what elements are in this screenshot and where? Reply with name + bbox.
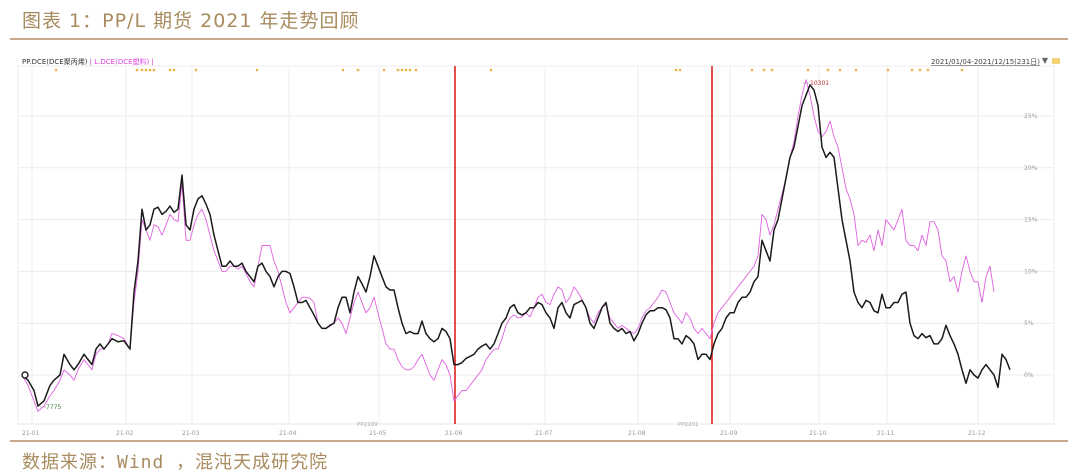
event-marker-dot: [400, 68, 404, 72]
event-marker-dot: [396, 68, 400, 72]
event-marker-dot: [806, 68, 810, 72]
figure-title: 图表 1：PP/L 期货 2021 年走势回顾: [22, 10, 360, 32]
y-tick-label: 5%: [1024, 320, 1034, 327]
contract-label-pp2201: PP2201: [678, 422, 699, 428]
x-tick-label: 21-05: [369, 430, 387, 437]
legend-item-pp[interactable]: PP.DCE(DCE聚丙烯): [22, 58, 88, 66]
event-marker-dot: [140, 68, 144, 72]
chart-legend: PP.DCE(DCE聚丙烯) | L.DCE(DCE塑料) |: [22, 57, 154, 67]
event-marker-dot: [356, 68, 360, 72]
event-marker-dot: [762, 68, 766, 72]
l-series-line: [21, 79, 995, 412]
settings-badge-icon[interactable]: [1052, 58, 1060, 64]
event-marker-dot: [838, 68, 842, 72]
chevron-down-icon[interactable]: ▼: [1041, 56, 1048, 65]
data-source: 数据来源：Wind ，混沌天成研究院: [22, 452, 329, 473]
contract-label-pp2109: PP2109: [357, 422, 378, 428]
event-marker-dot: [148, 68, 152, 72]
event-marker-dot: [770, 68, 774, 72]
event-marker-dot: [926, 68, 930, 72]
event-marker-dot: [168, 68, 172, 72]
x-tick-label: 21-04: [279, 430, 297, 437]
event-marker-dot: [172, 68, 176, 72]
plot-frame: [17, 65, 1055, 425]
min-value-label: 7775: [46, 404, 61, 411]
event-marker-dot: [918, 68, 922, 72]
x-tick-label: 21-12: [968, 430, 986, 437]
x-tick-label: 21-02: [116, 430, 134, 437]
series-start-marker: [21, 371, 29, 379]
pp-series-line: [21, 84, 1011, 407]
x-tick-label: 21-11: [877, 430, 895, 437]
x-tick-label: 21-01: [22, 430, 40, 437]
x-tick-label: 21-09: [720, 430, 738, 437]
y-tick-label: 25%: [1024, 113, 1038, 120]
y-tick-label: 0%: [1024, 372, 1034, 379]
x-tick-label: 21-03: [182, 430, 200, 437]
y-tick-label: 10%: [1024, 268, 1038, 275]
event-marker-dot: [194, 68, 198, 72]
y-tick-label: 20%: [1024, 165, 1038, 172]
y-tick-label: 15%: [1024, 217, 1038, 224]
legend-item-l[interactable]: L.DCE(DCE塑料): [94, 58, 150, 66]
date-range-selector[interactable]: 2021/01/04-2021/12/15(231日): [930, 58, 1040, 66]
event-marker-dot: [414, 68, 418, 72]
legend-end: |: [149, 58, 154, 66]
event-marker-dot: [404, 68, 408, 72]
legend-separator: |: [87, 58, 95, 66]
event-marker-dot: [408, 68, 412, 72]
event-marker-dot: [382, 68, 386, 72]
event-marker-dot: [341, 68, 345, 72]
event-marker-dot: [960, 68, 964, 72]
title-divider: [10, 38, 1068, 40]
max-value-label: 10301: [810, 80, 829, 87]
x-tick-label: 21-06: [445, 430, 463, 437]
event-marker-dot: [674, 68, 678, 72]
event-marker-dot: [255, 68, 259, 72]
event-marker-dot: [750, 68, 754, 72]
event-marker-dot: [54, 68, 58, 72]
event-marker-dot: [135, 68, 139, 72]
event-marker-dot: [678, 68, 682, 72]
event-marker-dot: [886, 68, 890, 72]
event-marker-dot: [910, 68, 914, 72]
x-tick-label: 21-07: [535, 430, 553, 437]
event-marker-dot: [152, 68, 156, 72]
event-marker-dot: [826, 68, 830, 72]
event-marker-dot: [144, 68, 148, 72]
event-marker-dot: [489, 68, 493, 72]
source-divider: [10, 440, 1068, 442]
x-tick-label: 21-08: [628, 430, 646, 437]
event-marker-dot: [854, 68, 858, 72]
x-tick-label: 21-10: [809, 430, 827, 437]
